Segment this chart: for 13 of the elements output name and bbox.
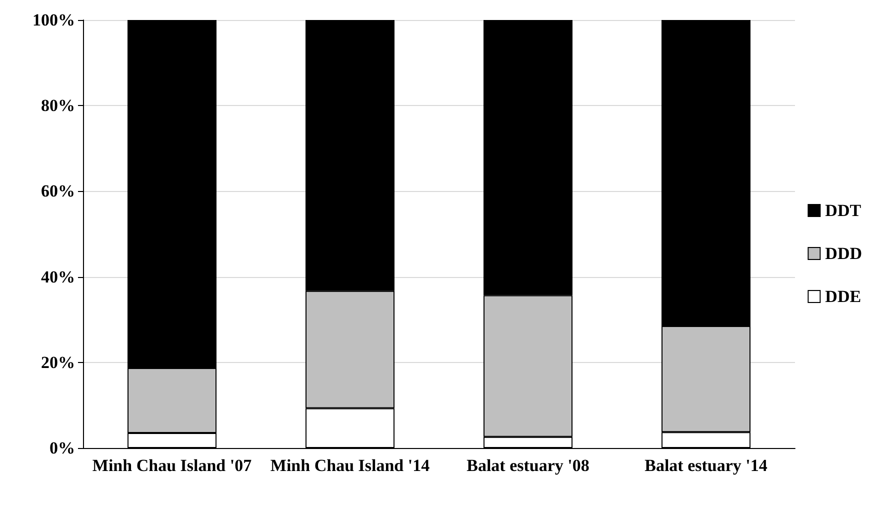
legend-label: DDD [825, 244, 862, 263]
x-tick-label: Minh Chau Island '07 [92, 456, 252, 475]
x-tick-label: Balat estuary '14 [644, 456, 768, 475]
legend-label: DDE [825, 287, 862, 306]
y-tick-label: 40% [41, 267, 75, 286]
y-tick-label: 60% [41, 182, 75, 201]
legend-label: DDT [825, 201, 862, 220]
y-tick-label: 0% [50, 438, 75, 458]
y-tick-label: 80% [41, 96, 75, 116]
y-tick-label: 20% [41, 352, 75, 372]
y-tick-label: 100% [32, 10, 75, 30]
x-tick-label: Minh Chau Island '14 [270, 456, 430, 475]
x-tick-label: Balat estuary '08 [466, 456, 590, 475]
